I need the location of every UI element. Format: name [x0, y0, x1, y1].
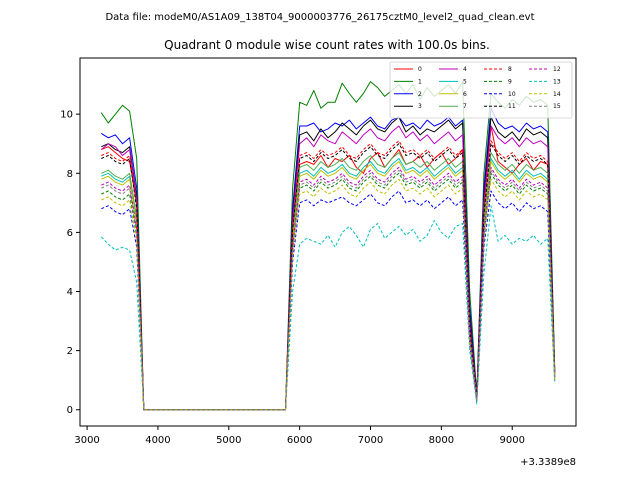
legend-label-8: 8 [508, 66, 512, 73]
legend-label-6: 6 [463, 91, 467, 98]
legend-label-13: 13 [553, 78, 561, 85]
chart-title: Quadrant 0 module wise count rates with … [164, 38, 490, 52]
x-tick-label: 3000 [74, 435, 99, 446]
series-line-13 [100, 205, 556, 411]
y-tick-label: 2 [67, 346, 73, 357]
x-tick-label: 9000 [500, 435, 525, 446]
legend-label-0: 0 [418, 66, 422, 73]
series-line-11 [101, 143, 556, 411]
legend-label-2: 2 [418, 91, 422, 98]
legend-frame [389, 61, 573, 119]
y-tick-label: 10 [60, 110, 73, 121]
legend-label-4: 4 [463, 66, 467, 73]
series-line-3 [101, 116, 556, 411]
series-line-10 [101, 190, 556, 411]
legend-label-7: 7 [463, 103, 467, 110]
legend-label-3: 3 [418, 103, 422, 110]
x-axis-ticks: 3000 4000 5000 6000 7000 8000 9000 [74, 426, 525, 446]
x-tick-label: 7000 [358, 435, 383, 446]
legend-label-5: 5 [463, 78, 467, 85]
y-tick-label: 6 [67, 228, 73, 239]
x-tick-label: 8000 [429, 435, 454, 446]
plot-area-frame [79, 57, 577, 427]
x-tick-label: 5000 [216, 435, 241, 446]
x-tick-label: 4000 [145, 435, 170, 446]
legend-label-10: 10 [508, 91, 516, 98]
series-line-15 [101, 169, 556, 411]
y-axis-ticks: 0 2 4 6 8 10 [60, 110, 80, 416]
legend-label-9: 9 [508, 78, 512, 85]
legend-label-15: 15 [553, 103, 561, 110]
series-group [100, 81, 556, 411]
y-tick-label: 8 [67, 169, 73, 180]
legend-label-11: 11 [508, 103, 516, 110]
x-tick-label: 6000 [287, 435, 312, 446]
series-line-6 [101, 161, 556, 411]
y-tick-label: 4 [67, 287, 73, 298]
y-tick-label: 0 [67, 405, 73, 416]
x-offset-label: +3.3389e8 [520, 457, 576, 468]
legend-label-14: 14 [553, 91, 561, 98]
legend-label-1: 1 [418, 78, 422, 85]
chart-suptitle: Data file: modeM0/AS1A09_138T04_90000037… [105, 12, 534, 23]
series-line-2 [101, 107, 556, 411]
legend-label-12: 12 [553, 66, 561, 73]
series-line-4 [100, 125, 556, 411]
series-line-12 [101, 166, 556, 411]
